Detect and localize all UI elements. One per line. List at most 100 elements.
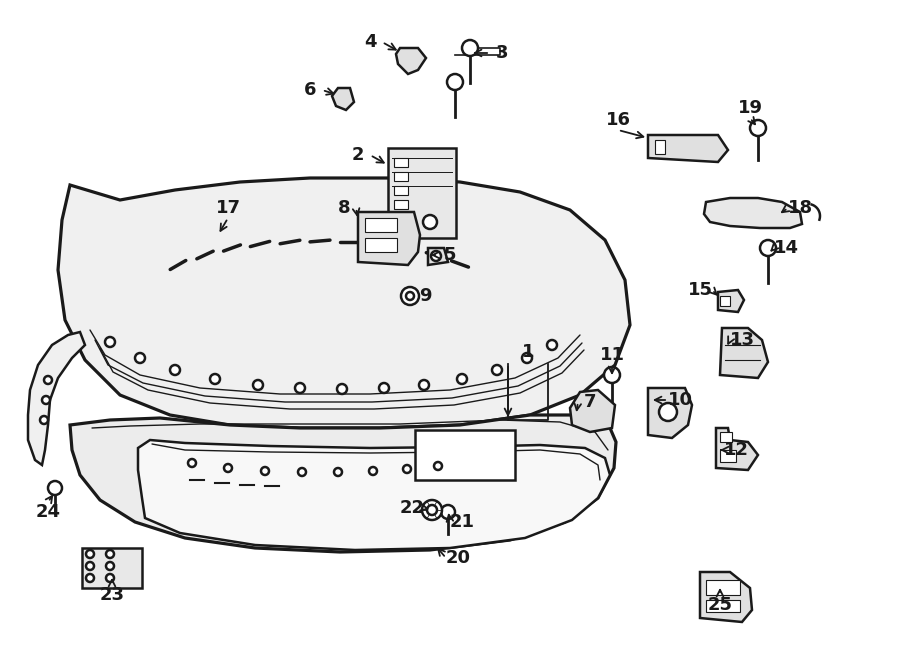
- Circle shape: [419, 380, 429, 390]
- Bar: [365, 238, 397, 252]
- Polygon shape: [396, 48, 426, 74]
- Circle shape: [86, 562, 94, 570]
- Text: 23: 23: [100, 586, 124, 604]
- Circle shape: [369, 467, 377, 475]
- Bar: [720, 296, 730, 306]
- Bar: [415, 430, 515, 480]
- Circle shape: [86, 574, 94, 582]
- Text: 13: 13: [730, 331, 754, 349]
- Polygon shape: [358, 212, 420, 265]
- Circle shape: [462, 40, 478, 56]
- Circle shape: [106, 550, 114, 558]
- Polygon shape: [700, 572, 752, 622]
- Circle shape: [106, 562, 114, 570]
- Bar: [82, 548, 142, 588]
- Text: 10: 10: [668, 391, 692, 409]
- Text: 18: 18: [788, 199, 813, 217]
- Text: 3: 3: [496, 44, 508, 62]
- Circle shape: [403, 465, 411, 473]
- Text: 11: 11: [599, 346, 625, 364]
- Text: 9: 9: [418, 287, 431, 305]
- Circle shape: [188, 459, 196, 467]
- Text: 5: 5: [444, 246, 456, 264]
- Polygon shape: [28, 332, 85, 465]
- Bar: [655, 140, 665, 154]
- Polygon shape: [704, 198, 802, 228]
- Circle shape: [423, 215, 437, 229]
- Text: 20: 20: [446, 549, 471, 567]
- Text: 19: 19: [737, 99, 762, 117]
- Bar: [394, 200, 408, 209]
- Circle shape: [48, 481, 62, 495]
- Circle shape: [261, 467, 269, 475]
- Polygon shape: [70, 415, 616, 552]
- Polygon shape: [428, 248, 448, 265]
- Circle shape: [295, 383, 305, 393]
- Bar: [706, 600, 740, 612]
- Circle shape: [427, 505, 437, 515]
- Polygon shape: [332, 88, 354, 110]
- Bar: [720, 432, 732, 442]
- Circle shape: [334, 468, 342, 476]
- Polygon shape: [58, 178, 630, 428]
- Circle shape: [253, 380, 263, 390]
- Polygon shape: [718, 290, 744, 312]
- Bar: [394, 158, 408, 167]
- Polygon shape: [570, 390, 615, 432]
- Circle shape: [492, 365, 502, 375]
- Circle shape: [106, 574, 114, 582]
- Circle shape: [441, 505, 455, 519]
- Text: 2: 2: [352, 146, 365, 164]
- Circle shape: [379, 383, 389, 393]
- Circle shape: [760, 240, 776, 256]
- Polygon shape: [648, 135, 728, 162]
- Circle shape: [522, 353, 532, 363]
- Circle shape: [135, 353, 145, 363]
- Text: 15: 15: [688, 281, 713, 299]
- Circle shape: [659, 403, 677, 421]
- Text: 14: 14: [773, 239, 798, 257]
- Text: 1: 1: [522, 343, 535, 361]
- Bar: [720, 450, 736, 462]
- Circle shape: [298, 468, 306, 476]
- Polygon shape: [648, 388, 692, 438]
- Bar: [388, 148, 456, 238]
- Circle shape: [422, 500, 442, 520]
- Text: 21: 21: [449, 513, 474, 531]
- Text: 8: 8: [338, 199, 350, 217]
- Circle shape: [434, 462, 442, 470]
- Text: 6: 6: [304, 81, 316, 99]
- Polygon shape: [720, 328, 768, 378]
- Text: 4: 4: [364, 33, 376, 51]
- Text: 25: 25: [707, 596, 733, 614]
- Circle shape: [457, 374, 467, 384]
- Text: 7: 7: [584, 393, 596, 411]
- Circle shape: [44, 376, 52, 384]
- Text: 24: 24: [35, 503, 60, 521]
- Bar: [365, 218, 397, 232]
- Circle shape: [547, 340, 557, 350]
- Circle shape: [406, 292, 414, 300]
- Text: 12: 12: [724, 441, 749, 459]
- Polygon shape: [138, 440, 610, 550]
- Circle shape: [42, 396, 50, 404]
- Circle shape: [750, 120, 766, 136]
- Circle shape: [431, 251, 441, 261]
- Circle shape: [604, 367, 620, 383]
- Circle shape: [40, 416, 48, 424]
- Bar: [394, 186, 408, 195]
- Circle shape: [86, 550, 94, 558]
- Circle shape: [224, 464, 232, 472]
- Text: 16: 16: [606, 111, 631, 129]
- Circle shape: [210, 374, 220, 384]
- Circle shape: [401, 287, 419, 305]
- Text: 17: 17: [215, 199, 240, 217]
- Circle shape: [447, 74, 463, 90]
- Circle shape: [337, 384, 347, 394]
- Text: 22: 22: [400, 499, 425, 517]
- Circle shape: [170, 365, 180, 375]
- Bar: [394, 172, 408, 181]
- Bar: [706, 580, 740, 595]
- Circle shape: [105, 337, 115, 347]
- Polygon shape: [716, 428, 758, 470]
